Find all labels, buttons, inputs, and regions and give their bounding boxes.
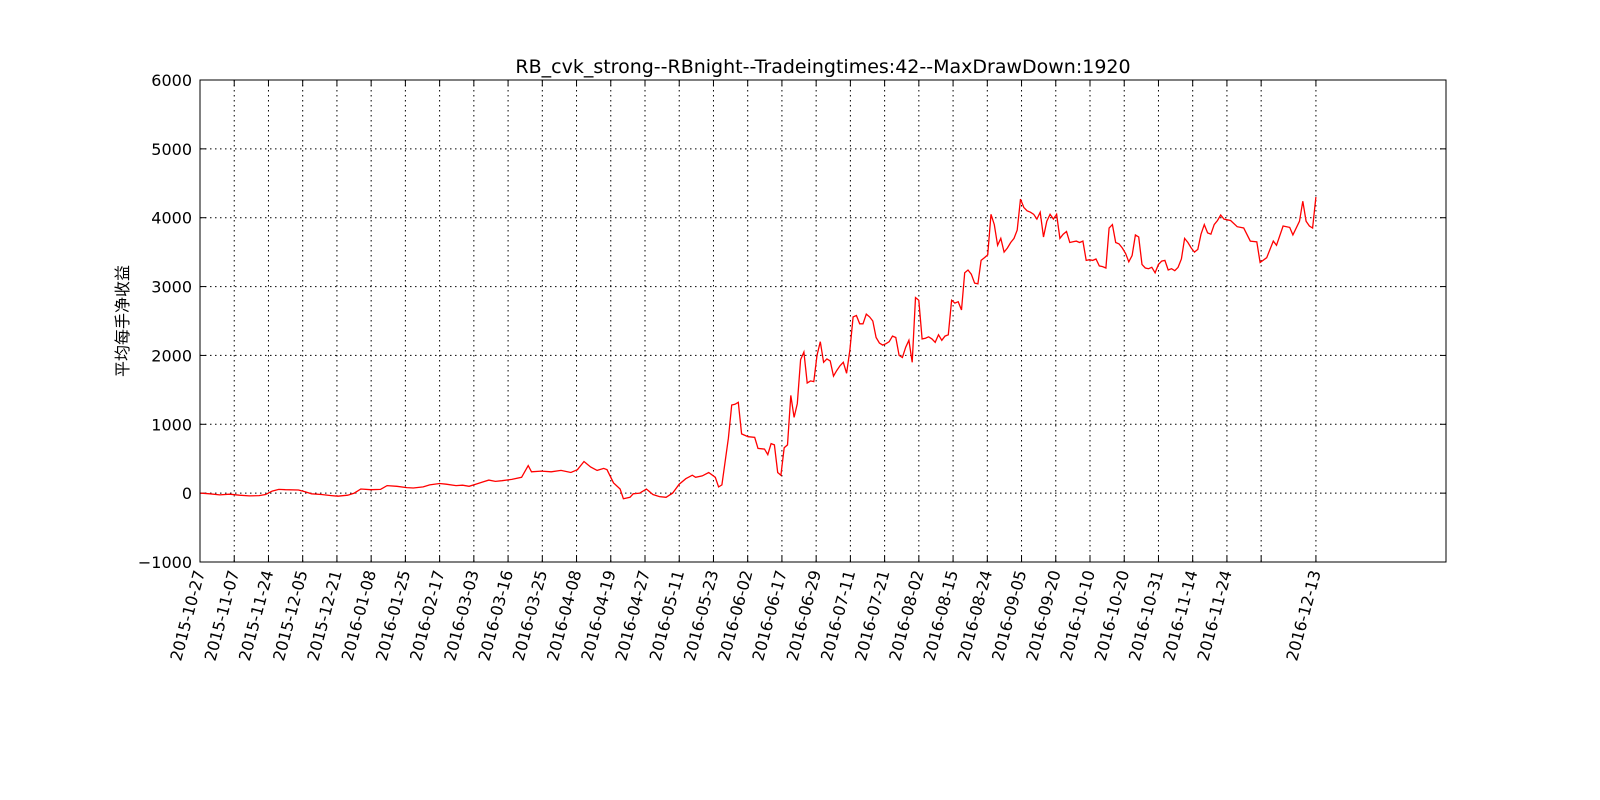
chart-title: RB_cvk_strong--RBnight--Tradeingtimes:42… xyxy=(515,56,1130,78)
y-tick-label: 2000 xyxy=(151,346,192,365)
y-tick-label: 5000 xyxy=(151,140,192,159)
y-tick-label: 3000 xyxy=(151,278,192,297)
y-tick-label: −1000 xyxy=(138,553,192,572)
x-tick-labels: 2015-10-272015-11-072015-11-242015-12-05… xyxy=(166,568,1324,663)
y-axis-label: 平均每手净收益 xyxy=(113,265,132,377)
y-tick-label: 4000 xyxy=(151,209,192,228)
y-tick-label: 0 xyxy=(182,484,192,503)
series-layer xyxy=(199,197,1317,500)
y-tick-labels: −1000 0 1000 2000 3000 4000 5000 6000 xyxy=(138,71,192,572)
x-tick-label: 2016-12-13 xyxy=(1282,568,1324,663)
plot-frame xyxy=(199,79,1447,563)
axis-ticks xyxy=(199,79,1446,563)
series-line-0 xyxy=(199,197,1317,500)
y-tick-label: 6000 xyxy=(151,71,192,90)
x-tick-label: 2016-11-24 xyxy=(1193,568,1235,663)
y-tick-label: 1000 xyxy=(151,415,192,434)
grid-lines xyxy=(200,80,1446,562)
